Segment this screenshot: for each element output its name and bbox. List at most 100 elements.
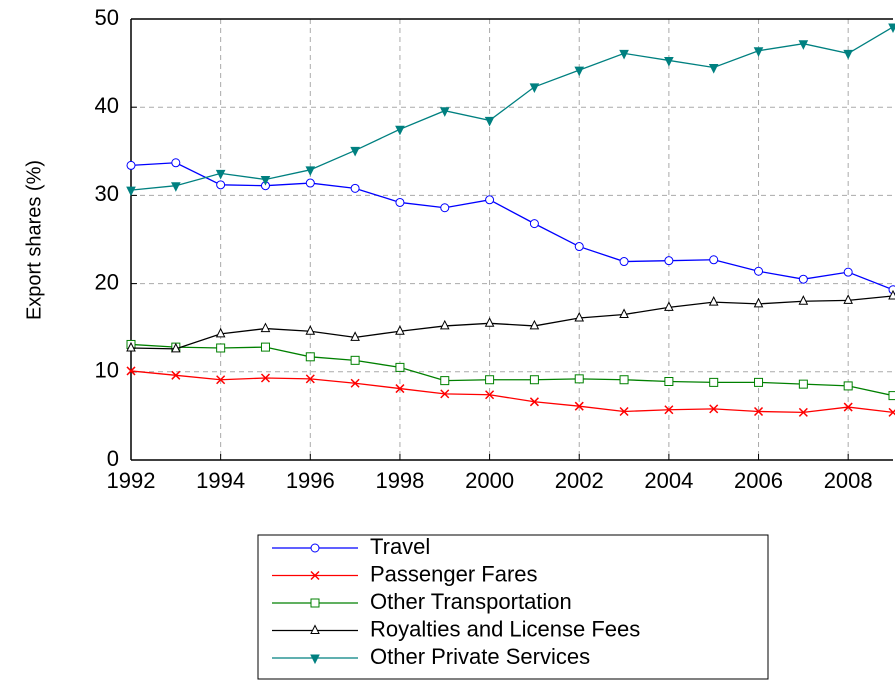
legend-marker — [310, 570, 320, 581]
y-tick-label: 50 — [95, 5, 119, 30]
marker — [843, 402, 853, 412]
marker — [485, 390, 495, 400]
series-line — [130, 295, 894, 350]
marker — [439, 107, 450, 117]
series-line — [130, 370, 894, 414]
series-line — [130, 26, 894, 191]
marker — [574, 401, 584, 411]
marker — [798, 379, 808, 389]
marker — [574, 374, 584, 384]
marker — [126, 366, 136, 376]
y-tick-label: 30 — [95, 181, 119, 206]
legend-label: Other Private Services — [370, 644, 590, 669]
marker — [216, 375, 226, 385]
marker — [529, 83, 540, 94]
legend-marker — [310, 598, 320, 608]
marker — [395, 325, 405, 335]
marker — [664, 256, 674, 266]
marker — [395, 384, 405, 394]
legend-label: Passenger Fares — [370, 561, 538, 586]
marker — [709, 404, 719, 414]
marker — [305, 166, 316, 176]
marker — [664, 301, 674, 311]
marker — [126, 160, 136, 170]
x-tick-label: 2008 — [824, 468, 873, 493]
marker — [439, 319, 450, 330]
marker — [350, 378, 360, 388]
marker — [754, 266, 764, 276]
marker — [619, 375, 629, 385]
legend-label: Other Transportation — [370, 589, 572, 614]
marker — [798, 407, 808, 417]
marker — [888, 391, 895, 401]
marker — [305, 178, 315, 188]
legend-box — [257, 534, 769, 680]
marker — [798, 295, 809, 305]
marker — [664, 56, 674, 67]
marker — [350, 355, 360, 365]
x-tick-label: 1996 — [286, 468, 335, 493]
marker — [529, 319, 540, 330]
marker — [484, 317, 495, 327]
marker — [798, 40, 809, 50]
series-line — [130, 162, 894, 291]
marker — [843, 294, 853, 304]
marker — [440, 203, 450, 213]
marker — [216, 343, 226, 353]
marker — [708, 64, 719, 74]
marker — [753, 297, 764, 308]
marker — [350, 331, 360, 341]
marker — [664, 405, 674, 415]
marker — [843, 381, 853, 391]
x-tick-label: 2002 — [555, 468, 604, 493]
marker — [171, 370, 181, 380]
marker — [619, 257, 629, 267]
y-axis-label: Export shares (%) — [23, 160, 45, 320]
marker — [171, 342, 181, 353]
marker — [529, 397, 539, 407]
marker — [529, 375, 539, 385]
marker — [216, 180, 226, 190]
marker — [395, 125, 405, 136]
legend-marker — [310, 654, 320, 665]
marker — [305, 325, 316, 335]
marker — [395, 362, 405, 372]
marker — [305, 352, 315, 362]
marker — [260, 373, 271, 383]
legend-label: Royalties and License Fees — [370, 616, 640, 641]
marker — [485, 375, 495, 385]
x-tick-label: 1992 — [107, 468, 156, 493]
marker — [260, 176, 271, 186]
marker — [260, 342, 270, 352]
y-tick-label: 40 — [95, 93, 119, 118]
marker — [215, 169, 226, 180]
marker — [350, 183, 360, 193]
marker — [574, 242, 584, 252]
marker — [574, 66, 585, 77]
marker — [440, 389, 450, 399]
marker — [395, 197, 405, 207]
marker — [484, 116, 495, 127]
marker — [798, 274, 808, 284]
marker — [664, 377, 674, 387]
x-tick-label: 2006 — [734, 468, 783, 493]
marker — [260, 322, 271, 333]
marker — [305, 374, 315, 384]
marker — [843, 49, 853, 60]
marker — [709, 377, 719, 387]
marker — [843, 267, 853, 277]
marker — [709, 255, 719, 265]
y-tick-label: 10 — [95, 358, 119, 383]
marker — [350, 146, 360, 157]
marker — [753, 406, 764, 417]
x-tick-label: 1998 — [375, 468, 424, 493]
legend-marker — [310, 543, 320, 553]
marker — [171, 182, 181, 192]
marker — [574, 311, 585, 322]
x-tick-label: 2004 — [644, 468, 693, 493]
y-tick-label: 20 — [95, 269, 119, 294]
marker — [126, 341, 136, 352]
x-tick-label: 1994 — [196, 468, 245, 493]
marker — [529, 219, 539, 229]
